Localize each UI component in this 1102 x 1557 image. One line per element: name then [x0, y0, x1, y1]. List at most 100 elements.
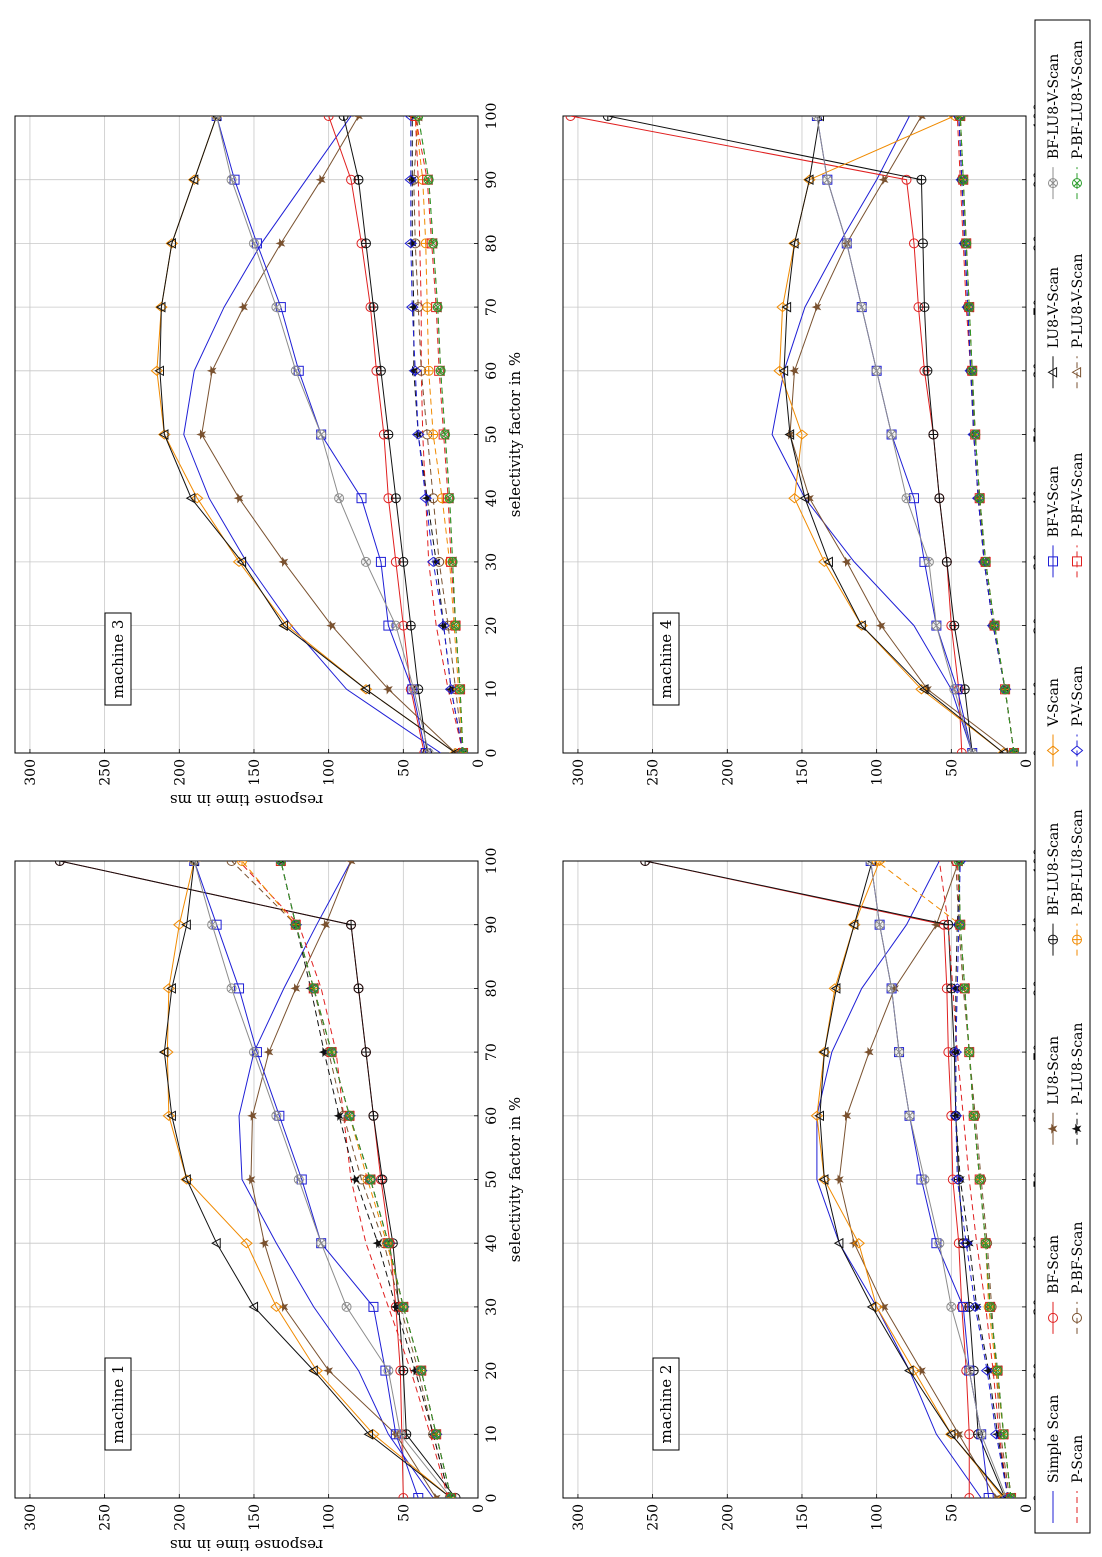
point-lu8-v-scan	[866, 1301, 877, 1313]
point-v-scan	[155, 301, 168, 313]
point-p-bf-v-scan	[410, 116, 421, 121]
x-tick-label: 80	[484, 234, 500, 252]
point-bf-lu8-scan	[383, 429, 394, 440]
point-bf-v-scan	[375, 556, 386, 567]
point-lu8-v-scan	[781, 301, 792, 313]
point-bf-lu8-v-scan	[886, 983, 897, 994]
point-p-bf-lu8-v-scan-d2	[452, 622, 460, 630]
point-p-v-scan	[408, 365, 422, 376]
point-p-v-scan	[949, 1110, 963, 1121]
point-lu8-scan	[233, 493, 244, 504]
point-p-bf-lu8-v-scan-d2	[971, 430, 979, 439]
point-p-lu8-v-scan	[444, 492, 454, 504]
point-bf-lu8-v-scan	[226, 983, 237, 994]
point-bf-lu8-scan	[934, 493, 945, 504]
legend-entry-p-lu8-scan: P-LU8-Scan	[1070, 1023, 1086, 1145]
point-lu8-v-scan	[814, 1110, 824, 1122]
y-tick-label: 200	[172, 759, 188, 786]
point-bf-v-scan	[296, 1174, 307, 1185]
point-lu8-scan	[916, 1365, 926, 1376]
point-bf-lu8-v-scan-ring	[290, 365, 301, 376]
point-lu8-scan	[875, 620, 886, 631]
point-bf-lu8-v-scan	[967, 748, 978, 753]
point-p-bf-lu8-v-scan-ring	[1000, 684, 1011, 695]
point-bf-lu8-scan	[398, 1365, 409, 1376]
point-p-lu8-v-scan	[344, 1110, 354, 1122]
point-p-bf-lu8-v-scan-d2	[976, 494, 984, 502]
point-p-bf-lu8-v-scan-ring	[326, 1047, 337, 1058]
point-p-bf-lu8-v-scan-ring	[967, 365, 978, 376]
point-lu8-scan	[953, 1429, 964, 1440]
point-lu8-v-scan	[278, 620, 288, 631]
point-bf-v-scan	[958, 1301, 969, 1312]
panel-label-box	[652, 1357, 680, 1451]
point-p-bf-lu8-v-scan-d1	[1010, 749, 1018, 753]
legend-entry-p-bf-v-scan: P-BF-V-Scan	[1070, 453, 1086, 578]
point-bf-lu8-v-scan-d2	[317, 430, 325, 439]
point-p-bf-lu8-v-scan-d2	[986, 1303, 994, 1311]
x-tick-label: 100	[484, 103, 500, 130]
point-bf-lu8-v-scan-ring	[226, 174, 237, 185]
point-bf-lu8-v-scan	[856, 302, 867, 313]
y-tick-label: 0	[471, 1504, 487, 1513]
point-bf-v-scan	[293, 365, 304, 376]
point-p-bf-lu8-v-scan-ring	[968, 1110, 979, 1121]
point-p-bf-lu8-v-scan	[326, 1047, 337, 1058]
point-lu8-v-scan	[181, 1174, 191, 1185]
point-bf-lu8-v-scan	[290, 365, 301, 376]
point-v-scan	[158, 429, 171, 440]
point-bf-lu8-v-scan-ring	[949, 684, 960, 695]
legend-entry-bf-scan: BF-Scan	[1046, 1235, 1062, 1334]
point-bf-lu8-v-scan-d2	[888, 984, 896, 992]
series-bf-lu8-v-scan	[865, 861, 1012, 1498]
point-bf-v-scan	[251, 1047, 262, 1058]
legend-swatch-marker	[1072, 934, 1082, 945]
point-lu8-v-scan	[154, 365, 164, 377]
point-p-bf-lu8-v-scan-d2	[441, 430, 449, 439]
point-bf-scan	[565, 116, 576, 121]
point-p-bf-lu8-v-scan-d2	[982, 558, 990, 566]
point-p-bf-lu8-v-scan-ring	[447, 556, 458, 567]
point-p-v-scan	[1007, 747, 1021, 753]
point-p-bf-lu8-v-scan-ring	[413, 116, 424, 121]
point-v-scan	[776, 301, 789, 313]
point-p-bf-lu8-v-scan-ring	[455, 684, 466, 695]
series-bf-lu8-scan	[602, 116, 978, 753]
point-lu8-v-scan	[784, 429, 795, 440]
point-lu8-v-scan	[903, 1365, 914, 1376]
point-lu8-v-scan	[856, 620, 866, 631]
point-bf-lu8-scan	[338, 116, 349, 121]
point-bf-lu8-scan	[346, 919, 357, 930]
panel-label: machine 1	[104, 1357, 132, 1451]
series-line-p-v-scan	[955, 861, 1009, 1498]
point-p-lu8-v-scan	[290, 919, 300, 931]
point-p-bf-lu8-v-scan-d2	[414, 116, 422, 120]
point-bf-lu8-scan	[919, 302, 930, 313]
point-v-scan	[997, 1492, 1010, 1498]
x-tick-label: 80	[484, 979, 500, 997]
point-p-bf-lu8-v-scan	[416, 1365, 427, 1376]
legend-label: LU8-Scan	[1046, 1036, 1062, 1105]
point-p-bf-lu8-v-scan-d2	[982, 1239, 990, 1247]
point-p-lu8-v-scan	[974, 492, 984, 504]
point-bf-lu8-v-scan	[395, 1429, 406, 1440]
point-bf-lu8-v-scan	[874, 919, 885, 930]
point-bf-lu8-v-scan	[931, 620, 942, 631]
point-p-bf-lu8-v-scan-d2	[399, 1303, 407, 1311]
legend-label: LU8-V-Scan	[1046, 267, 1062, 348]
point-bf-lu8-v-scan	[316, 1238, 327, 1249]
x-tick-label: 90	[484, 171, 500, 189]
point-lu8-scan	[320, 919, 331, 930]
panel-3: 0 10 20 30 40 50 60 70 80 90 100 0 50 100 150 200 250 300…	[14, 103, 524, 809]
point-bf-lu8-scan	[368, 1110, 379, 1121]
point-p-v-scan	[274, 861, 288, 867]
point-bf-lu8-scan	[353, 174, 364, 185]
series-lu8-scan	[196, 116, 460, 753]
point-bf-lu8-v-scan-d2	[932, 622, 940, 630]
point-lu8-v-scan	[360, 683, 371, 695]
point-bf-lu8-scan	[398, 556, 409, 567]
point-lu8-v-scan	[158, 1046, 169, 1058]
point-lu8-v-scan	[818, 1174, 829, 1185]
legend-entry-simple-scan: Simple Scan	[1046, 1395, 1062, 1523]
